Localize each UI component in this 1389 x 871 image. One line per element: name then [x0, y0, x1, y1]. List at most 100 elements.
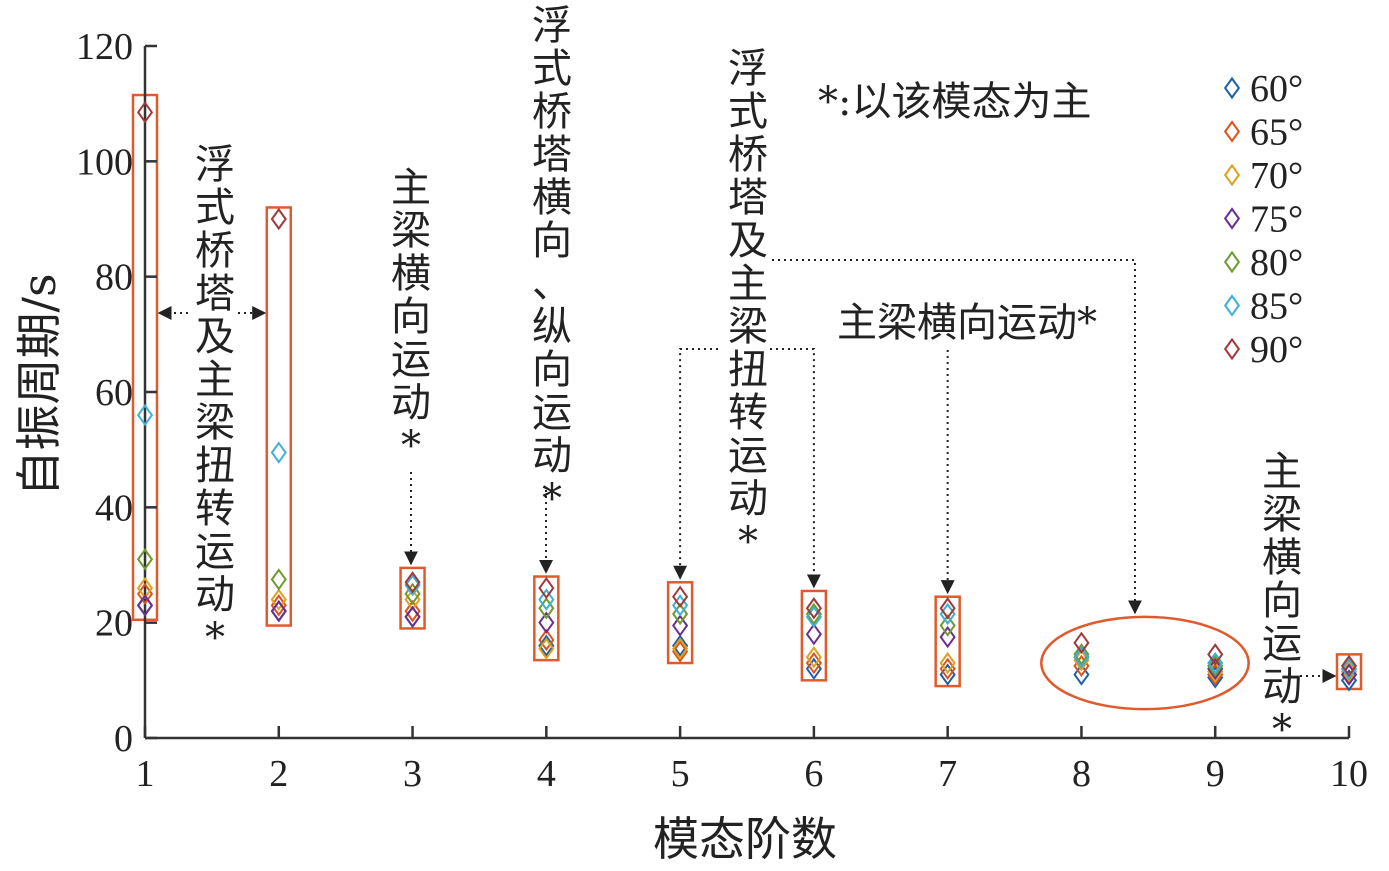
- data-point: [270, 594, 287, 617]
- data-point: [1207, 651, 1224, 675]
- x-tick-label: 10: [1330, 753, 1368, 795]
- data-points: [136, 101, 1358, 692]
- data-point: [538, 637, 555, 660]
- annotations: 浮式桥塔及主梁扭转运动* 主梁横向运动* 浮式桥塔横向、纵向运动* 浮式桥塔及主梁扭转…: [195, 3, 1302, 753]
- legend-marker: [1223, 76, 1241, 100]
- legend-label: 75°: [1250, 199, 1303, 241]
- data-point: [939, 625, 956, 649]
- data-point: [404, 571, 421, 594]
- x-axis-title: 模态阶数: [653, 812, 837, 866]
- data-point: [404, 573, 421, 597]
- data-point: [538, 576, 555, 600]
- data-point: [1340, 657, 1358, 681]
- data-point: [1073, 663, 1090, 686]
- x-tick-label: 9: [1206, 753, 1225, 795]
- data-point: [672, 614, 689, 637]
- legend-marker: [1223, 294, 1241, 317]
- data-point: [805, 657, 822, 681]
- data-point: [270, 599, 287, 623]
- data-point: [538, 611, 555, 634]
- annotation-arrow: [673, 348, 718, 580]
- data-point: [805, 622, 822, 646]
- data-point: [404, 605, 421, 629]
- data-point: [136, 548, 154, 571]
- legend-marker: [1223, 337, 1241, 361]
- annotation-arrow: [772, 259, 1142, 615]
- y-tick-label: 40: [95, 487, 133, 529]
- data-point: [939, 597, 956, 620]
- y-axis-title: 自振周期/s: [12, 273, 66, 496]
- x-tick-label: 3: [403, 753, 422, 795]
- x-tick-label: 7: [938, 753, 957, 795]
- legend-marker: [1223, 120, 1241, 143]
- x-ticks: 1 2 3 4 5 6 7 8 9 10: [136, 726, 1368, 795]
- data-point: [1073, 646, 1090, 669]
- x-tick-label: 2: [269, 753, 288, 795]
- annotation-ann3: 浮式桥塔横向、纵向运动*: [532, 3, 572, 522]
- legend-label: 85°: [1250, 286, 1303, 328]
- annotation-ann2: 主梁横向运动*: [391, 165, 431, 469]
- data-point: [805, 605, 822, 629]
- y-tick-label: 60: [95, 372, 133, 414]
- y-tick-label: 20: [95, 603, 133, 645]
- highlight-box: [533, 575, 560, 662]
- data-point: [1207, 643, 1224, 666]
- data-point: [270, 568, 287, 591]
- data-point: [672, 594, 689, 617]
- legend: 60°65°70°75°80°85°90°: [1223, 68, 1303, 371]
- x-tick-label: 5: [671, 753, 690, 795]
- annotation-ann4: 浮式桥塔及主梁扭转运动*: [728, 46, 768, 565]
- data-point: [805, 597, 822, 620]
- highlight-ellipse: [1040, 615, 1250, 711]
- data-point: [672, 640, 689, 663]
- x-tick-label: 8: [1072, 753, 1091, 795]
- annotation-arrows: [157, 259, 1337, 683]
- legend-label: 80°: [1250, 242, 1303, 284]
- data-point: [1073, 631, 1090, 655]
- legend-label: 90°: [1250, 329, 1303, 371]
- data-point: [136, 403, 154, 427]
- data-point: [404, 599, 421, 623]
- y-tick-label: 0: [114, 718, 133, 760]
- data-point: [672, 585, 689, 608]
- data-point: [404, 582, 421, 606]
- data-point: [270, 588, 287, 611]
- legend-marker: [1223, 250, 1241, 274]
- highlight-box: [265, 206, 293, 627]
- y-tick-label: 100: [76, 141, 133, 183]
- y-tick-label: 80: [95, 257, 133, 299]
- y-ticks: 0 20 40 60 80 100 120: [76, 26, 157, 760]
- data-point: [939, 657, 956, 681]
- data-point: [939, 614, 956, 637]
- x-tick-label: 6: [804, 753, 823, 795]
- annotation-note: *:以该模态为主: [818, 79, 1091, 125]
- data-point: [672, 637, 689, 660]
- legend-marker: [1223, 163, 1241, 187]
- annotation-arrow: [770, 348, 821, 589]
- data-point: [939, 651, 956, 675]
- data-point: [1207, 654, 1224, 678]
- data-point: [939, 663, 956, 686]
- annotation-ann6: 主梁横向运动*: [1262, 449, 1302, 753]
- data-point: [805, 646, 822, 669]
- data-point: [538, 588, 555, 611]
- data-point: [538, 628, 555, 652]
- data-point: [270, 207, 287, 231]
- legend-label: 70°: [1250, 155, 1303, 197]
- x-tick-label: 4: [537, 753, 556, 795]
- highlight-box: [934, 595, 961, 688]
- x-tick-label: 1: [136, 753, 155, 795]
- legend-label: 60°: [1250, 68, 1303, 110]
- annotation-ann1: 浮式桥塔及主梁扭转运动*: [195, 142, 235, 661]
- data-point: [1340, 654, 1358, 678]
- highlight-box: [399, 566, 426, 630]
- highlight-box: [800, 589, 828, 682]
- data-point: [939, 602, 956, 626]
- annotation-ann5: 主梁横向运动*: [837, 300, 1097, 346]
- data-point: [672, 634, 689, 657]
- data-point: [1073, 643, 1090, 666]
- data-point: [136, 101, 154, 124]
- legend-label: 65°: [1250, 112, 1303, 154]
- data-point: [538, 597, 555, 620]
